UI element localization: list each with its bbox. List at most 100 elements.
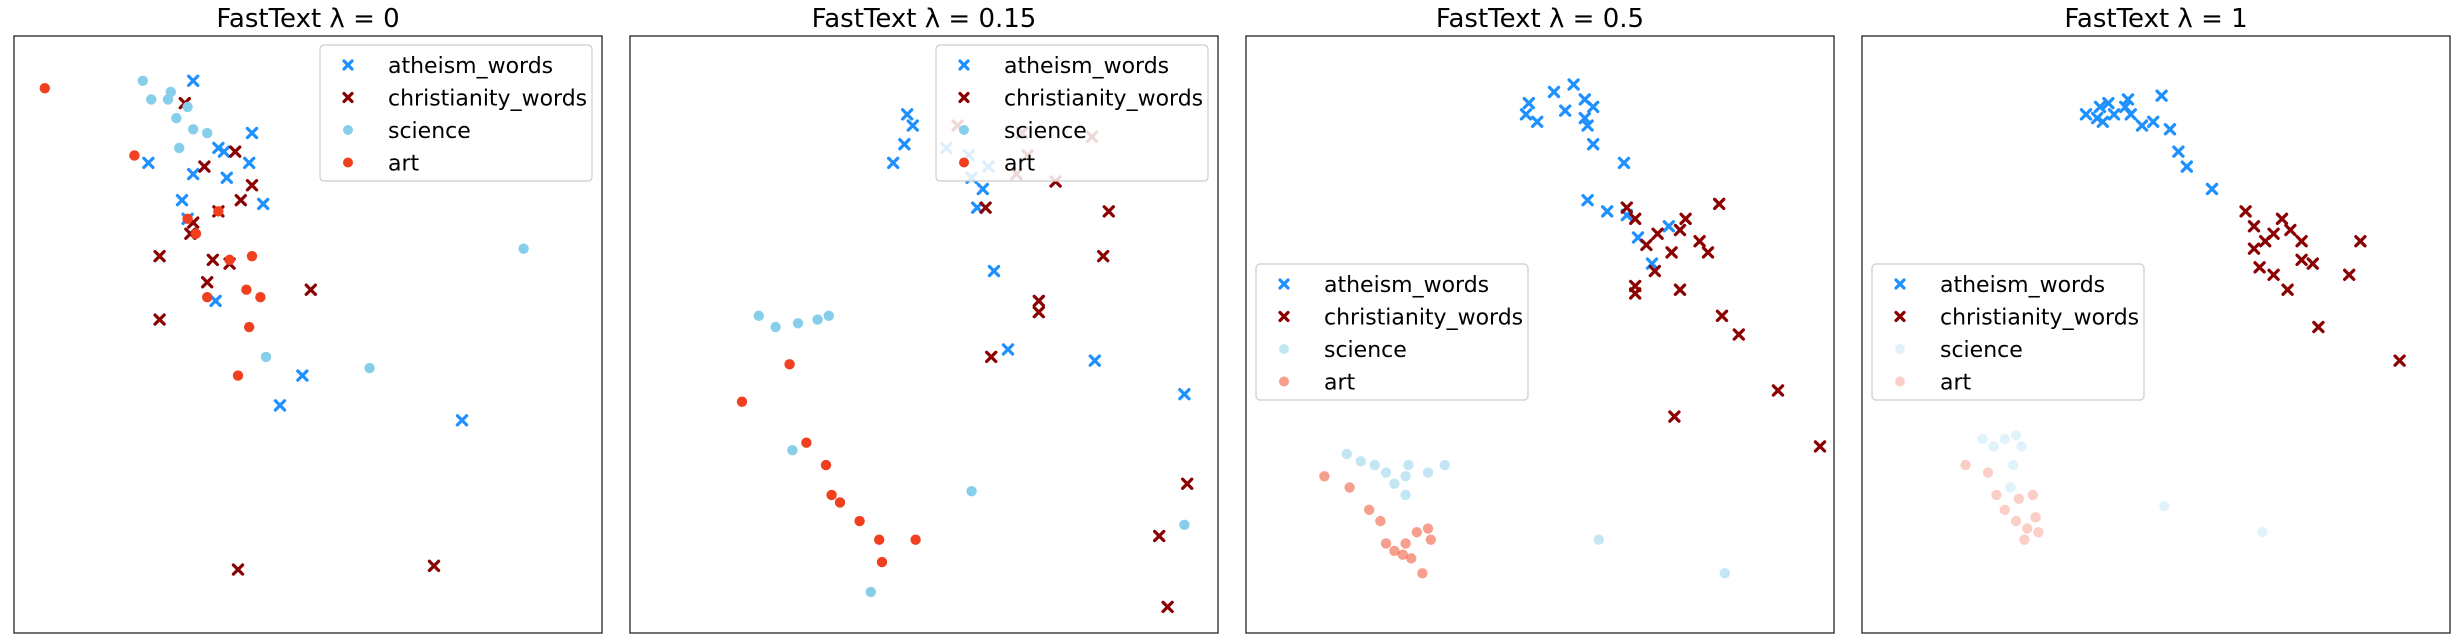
data-point-christianity-words [201,276,214,289]
data-point-science [1389,478,1400,489]
data-point-art [1364,504,1375,516]
data-point-atheism-words [976,182,989,196]
data-point-art [1375,515,1386,527]
legend-label: christianity_words [388,87,587,112]
data-point-atheism-words [187,167,200,181]
data-point-christianity-words [979,201,992,214]
data-point-art [2022,523,2033,534]
data-point-science [202,127,213,139]
data-point-atheism-words [1522,96,1535,110]
data-point-christianity-words [153,249,166,263]
data-point-christianity-words [2253,261,2266,274]
data-point-science [1439,459,1451,471]
legend-label: science [388,119,471,144]
data-point-christianity-words [2295,235,2308,248]
data-point-science [1400,471,1411,482]
data-point-atheism-words [2093,100,2107,114]
data-point-christianity-words [1032,294,1045,308]
plot-area [1319,78,1827,579]
data-point-science [865,586,876,598]
data-point-christianity-words [234,193,247,207]
data-point-christianity-words [2312,320,2325,334]
legend-label: science [1004,119,1087,144]
data-point-christianity-words [231,563,245,576]
chart-title: FastText λ = 0.5 [1436,4,1644,34]
data-point-atheism-words [2079,108,2093,121]
legend-marker-science [1279,344,1289,354]
data-point-christianity-words [1732,328,1745,341]
data-point-christianity-words [1032,305,1045,319]
data-point-science [260,351,272,363]
legend-label: atheism_words [1004,54,1169,79]
data-point-atheism-words [906,119,919,132]
data-point-science [2005,482,2016,493]
legend-label: art [388,152,420,177]
data-point-christianity-words [1648,264,1661,278]
data-point-christianity-words [1640,238,1653,252]
data-point-art [224,254,235,266]
legend-marker-christianity-words [958,91,970,104]
legend-marker-christianity-words [1278,310,1290,323]
data-point-atheism-words [243,156,256,170]
legend-label: science [1940,338,2023,363]
data-point-science [2257,527,2268,538]
legend-box [1255,263,1529,401]
data-point-science [1355,456,1367,467]
data-point-science [787,444,798,456]
data-point-science [753,310,764,322]
data-point-christianity-words [2247,220,2261,233]
data-point-christianity-words [2343,268,2356,281]
data-point-science [188,124,199,135]
data-point-atheism-words [175,193,189,207]
data-point-science [1341,448,1353,460]
data-point-christianity-words [2275,212,2289,226]
data-point-atheism-words [187,74,200,87]
data-point-science [364,362,375,374]
data-point-art [2027,489,2039,501]
data-point-science [1999,433,2011,445]
chart-title: FastText λ = 0 [216,4,399,34]
data-point-atheism-words [257,197,270,211]
data-point-christianity-words [2306,257,2319,270]
data-point-science [137,75,148,86]
data-point-art [232,370,244,381]
legend-marker-art [959,157,969,168]
data-point-atheism-words [1559,104,1572,117]
data-point-science [1403,459,1414,471]
data-point-atheism-words [1178,388,1191,401]
data-point-christianity-words [1771,384,1785,397]
legend-marker-art [343,157,353,168]
chart-panel-4: FastText λ = 1 atheism_words christianity_… [1861,4,2451,634]
data-point-science [171,112,182,124]
data-point-christianity-words [2239,205,2252,218]
data-point-atheism-words [455,414,469,427]
data-point-art [255,291,266,303]
data-point-christianity-words [1102,205,1115,218]
data-point-atheism-words [1587,100,1600,114]
data-point-art [190,228,202,239]
data-point-science [2008,459,2019,471]
data-point-christianity-words [245,179,259,192]
data-point-art [1397,549,1409,560]
data-point-art [1422,523,1434,534]
data-point-atheism-words [245,126,259,140]
data-point-art [820,459,832,471]
data-point-art [1411,527,1423,538]
data-point-art [874,534,885,545]
data-point-art [1960,459,1971,471]
data-point-art [2010,515,2022,527]
data-point-science [812,314,823,325]
data-point-christianity-words [153,313,166,326]
data-point-atheism-words [2163,123,2177,136]
legend-label: christianity_words [1324,306,1523,331]
data-point-christianity-words [198,160,211,173]
data-point-science [1988,441,1999,452]
data-point-science [518,243,529,254]
data-point-atheism-words [209,294,222,308]
data-point-atheism-words [2124,108,2137,121]
data-point-christianity-words [2267,227,2280,240]
legend-marker-christianity-words [342,91,354,104]
